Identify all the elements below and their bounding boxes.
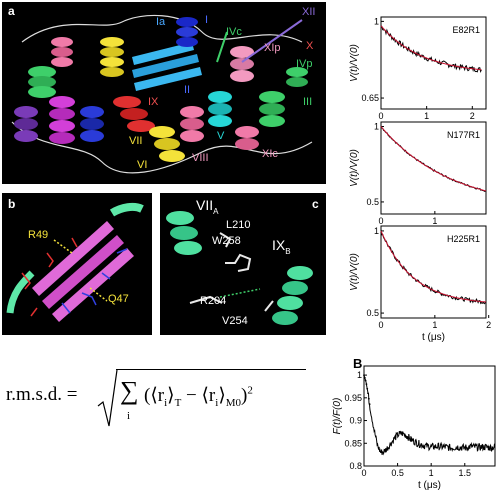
residue-label-R204: R204	[200, 295, 227, 307]
fit-curve-1	[380, 126, 487, 192]
sqrt-bar	[116, 369, 306, 370]
x-axis-label-3: t (μs)	[418, 480, 441, 491]
rmsd-formula: r.m.s.d. = ∑ i (⟨ri⟩T − ⟨ri⟩M0)2	[6, 368, 306, 438]
initial-dot	[367, 392, 369, 395]
x-tick-label: 0	[361, 468, 366, 478]
formula-lhs: r.m.s.d. =	[6, 384, 78, 405]
data-trace-0	[380, 25, 482, 74]
x-tick-label: 1	[432, 320, 437, 330]
helix-label-VII: VII	[129, 135, 143, 147]
y-tick-label: 1	[374, 16, 379, 26]
residue-label-V254: V254	[222, 315, 248, 327]
beta-hairpin-illustration	[6, 202, 144, 322]
y-tick-label: 0.95	[344, 393, 362, 403]
panel-b-sheet-image: b R49 Q47	[2, 193, 152, 335]
plot-frame-2	[380, 225, 487, 319]
helix-label-IVp: IVp	[296, 58, 313, 70]
helix-interface-illustration	[166, 211, 313, 325]
initial-dot	[366, 387, 369, 390]
fit-curve-0	[380, 25, 482, 71]
plot-frame-1	[380, 121, 487, 215]
helix-label-IX: IXB	[272, 237, 291, 256]
plot-title-1: N177R1	[447, 130, 480, 140]
helix-label-VI: VI	[137, 159, 148, 171]
sqrt-sign	[97, 369, 118, 427]
helix-label-IX: IX	[148, 96, 159, 108]
beta-sheet-cyan	[132, 42, 202, 91]
panel-c-label: c	[312, 197, 319, 211]
panel-B-label: B	[353, 356, 363, 371]
plot-title-0: E82R1	[452, 25, 480, 35]
x-axis-label-2: t (μs)	[422, 332, 445, 343]
initial-dot	[364, 379, 367, 382]
plot-frame-0	[380, 16, 487, 110]
panel-b-label: b	[8, 197, 16, 211]
helix-label-I: I	[205, 14, 209, 26]
initial-dot	[363, 374, 365, 376]
fit-curve-2	[380, 230, 487, 303]
y-axis-label-2: V(t)/V(0)	[349, 253, 360, 291]
helix-label-XIc: XIc	[262, 148, 278, 160]
helix-label-III: III	[303, 96, 313, 108]
panel-c-residue-image: c VIIA L210 W258 IXB R204 V254	[160, 193, 326, 335]
helix-label-XIp: XIp	[264, 42, 281, 54]
residue-label-R49: R49	[28, 229, 49, 241]
beta-strands-pink	[32, 221, 134, 322]
x-tick-label: 1	[429, 468, 434, 478]
x-tick-label: 2	[486, 320, 491, 330]
helix-label-IVc: IVc	[226, 26, 242, 38]
helix-label-V: V	[217, 130, 225, 142]
sum-index: i	[127, 410, 131, 422]
panel-a-label: a	[8, 4, 15, 18]
data-trace-3	[363, 374, 496, 456]
y-tick-label: 1	[374, 122, 379, 132]
formula-body: (⟨ri⟩T − ⟨ri⟩M0)2	[144, 384, 253, 409]
data-trace-1	[380, 126, 487, 192]
helix-label-X: X	[306, 40, 314, 52]
initial-dot	[367, 397, 370, 400]
initial-dot	[365, 383, 368, 386]
y-tick-label: 0.85	[344, 438, 362, 448]
x-tick-label: 0	[378, 216, 383, 226]
x-tick-label: 0.5	[391, 468, 404, 478]
sum-sign: ∑	[120, 376, 139, 405]
x-tick-label: 0	[378, 111, 383, 121]
x-tick-label: 1	[432, 216, 437, 226]
x-tick-label: 0	[378, 320, 383, 330]
y-axis-label-3: F(t)/F(0)	[332, 398, 343, 435]
helix-label-VIII: VIII	[192, 152, 209, 164]
helix-VIIA-ribbon	[166, 211, 202, 255]
x-tick-label: 1.5	[459, 468, 472, 478]
y-tick-label: 0.5	[366, 308, 379, 318]
initial-dot	[368, 403, 371, 406]
plot-title-2: H225R1	[447, 234, 480, 244]
helix-green-left	[28, 66, 56, 98]
y-tick-label: 1	[357, 370, 362, 380]
helix-label-Ia: Ia	[156, 16, 166, 28]
residue-label-Q47: Q47	[108, 293, 129, 305]
y-tick-label: 0.8	[349, 461, 362, 471]
residue-label-W258: W258	[212, 235, 241, 247]
y-tick-label: 0.5	[366, 197, 379, 207]
helix-label-II: II	[184, 84, 191, 96]
initial-dot	[363, 376, 366, 379]
helix-label-XII: XII	[302, 6, 316, 18]
data-trace-2	[380, 229, 487, 305]
plot-frame-3	[363, 365, 496, 467]
y-tick-label: 1	[374, 226, 379, 236]
x-tick-label: 2	[470, 111, 475, 121]
helix-label-VII: VIIA	[196, 197, 219, 216]
y-axis-label-0: V(t)/V(0)	[349, 44, 360, 82]
y-axis-label-1: V(t)/V(0)	[349, 149, 360, 187]
x-tick-label: 1	[424, 111, 429, 121]
y-tick-label: 0.9	[349, 416, 362, 426]
helix-IXB-ribbon	[272, 266, 313, 325]
y-tick-label: 0.65	[361, 93, 379, 103]
residue-label-L210: L210	[226, 219, 251, 231]
panel-a-structure-image: a Ia I XII IVc XIp X IVp II IX III VII V…	[2, 2, 326, 184]
protein-ribbon-illustration	[11, 14, 313, 174]
